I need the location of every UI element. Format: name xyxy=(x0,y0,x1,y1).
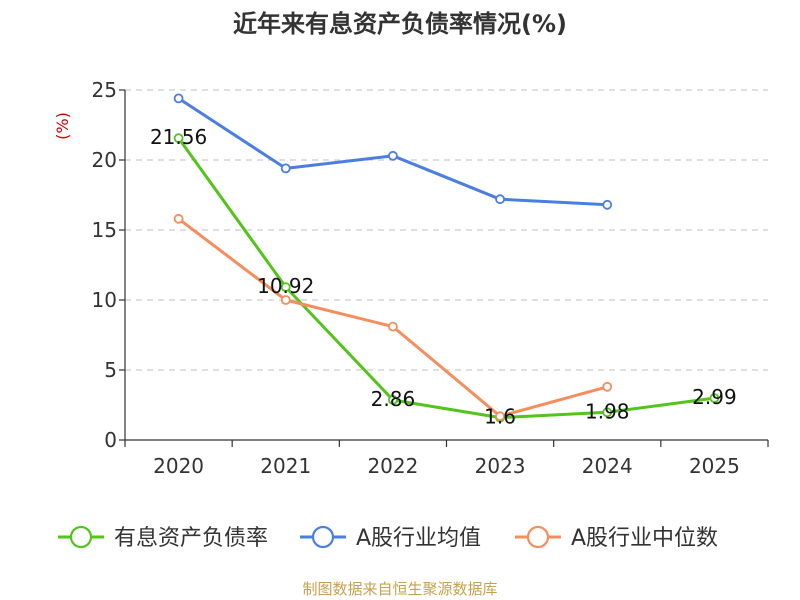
series-0-point-2021 xyxy=(280,282,291,293)
legend: 有息资产负债率 A股行业均值 A股行业中位数 xyxy=(58,525,718,551)
legend-item-0: 有息资产负债率 xyxy=(58,525,268,551)
series-1-point-2022 xyxy=(388,150,398,161)
y-tick-label-20: 20 xyxy=(92,148,117,172)
series-1-point-2021 xyxy=(280,163,291,174)
legend-item-1: A股行业均值 xyxy=(300,525,481,551)
data-label-2024: 1.98 xyxy=(585,399,630,423)
series-2-point-2022 xyxy=(388,321,398,332)
legend-marker-0 xyxy=(69,525,93,549)
x-tick-label-2022: 2022 xyxy=(367,454,418,478)
y-axis-label: (%) xyxy=(53,112,72,140)
data-label-2025: 2.99 xyxy=(692,385,737,409)
series-2-point-2024 xyxy=(602,381,613,392)
series-1-point-2020 xyxy=(173,93,184,104)
data-label-2022: 2.86 xyxy=(371,387,416,411)
y-tick-label-10: 10 xyxy=(92,288,117,312)
y-tick-label-5: 5 xyxy=(104,358,117,382)
x-tick-label-2023: 2023 xyxy=(475,454,526,478)
y-tick-label-0: 0 xyxy=(104,428,117,452)
series-1 xyxy=(173,93,613,210)
x-tick-label-2024: 2024 xyxy=(582,454,633,478)
data-label-2021: 10.92 xyxy=(257,274,314,298)
data-label-2023: 1.6 xyxy=(484,405,516,429)
series-2 xyxy=(173,213,613,422)
y-tick-label-15: 15 xyxy=(92,218,117,242)
legend-marker-2 xyxy=(526,525,550,549)
series-group xyxy=(173,93,720,423)
source-note: 制图数据来自恒生聚源数据库 xyxy=(302,580,497,598)
grid-lines xyxy=(125,89,768,371)
data-label-2020: 21.56 xyxy=(150,125,207,149)
legend-label-1: A股行业均值 xyxy=(356,526,481,551)
legend-item-2: A股行业中位数 xyxy=(515,525,718,551)
x-tick-label-2025: 2025 xyxy=(689,454,740,478)
data-labels: 21.56 10.92 2.86 1.6 1.98 2.99 xyxy=(150,125,737,428)
series-2-point-2021 xyxy=(280,295,291,305)
series-0-point-2020 xyxy=(173,133,184,144)
series-0-point-2024 xyxy=(602,407,613,418)
legend-label-2: A股行业中位数 xyxy=(571,526,718,551)
x-tick-label-2021: 2021 xyxy=(260,454,311,478)
series-line-0 xyxy=(177,137,715,420)
y-tick-label-25: 25 xyxy=(92,78,117,102)
series-2-point-2023 xyxy=(495,411,505,422)
x-tick-label-2020: 2020 xyxy=(153,454,204,478)
legend-marker-1 xyxy=(311,525,335,549)
series-1-point-2024 xyxy=(602,199,613,210)
series-0-point-2022 xyxy=(388,395,398,405)
series-1-point-2023 xyxy=(495,194,505,205)
series-2-point-2020 xyxy=(173,213,184,224)
chart-title: 近年来有息资产负债率情况(%) xyxy=(233,10,567,38)
series-0-point-2025 xyxy=(709,393,720,404)
legend-label-0: 有息资产负债率 xyxy=(114,526,268,551)
